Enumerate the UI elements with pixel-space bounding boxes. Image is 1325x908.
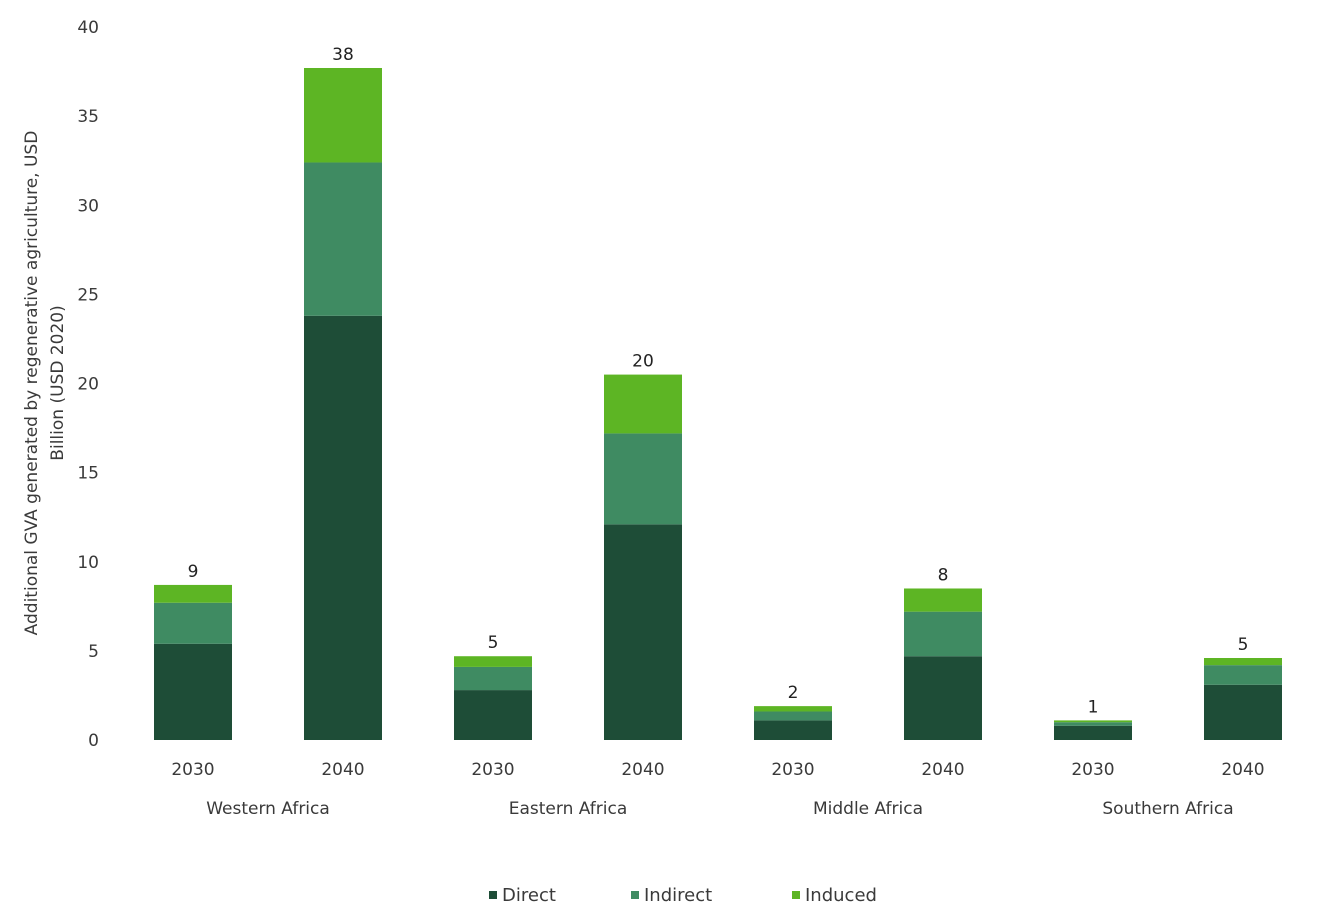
y-axis-ticks: 0 5 10 15 20 25 30 35 40 (77, 18, 99, 751)
legend-label-direct: Direct (502, 885, 556, 906)
bars (154, 67, 1282, 740)
bar-segment-indirect (154, 602, 232, 644)
bar-segment-direct (1204, 684, 1282, 740)
region-label: Eastern Africa (509, 799, 628, 819)
bar-segment-indirect (604, 433, 682, 525)
bar-segment-direct (904, 656, 982, 740)
x-tick-label: 2030 (171, 760, 214, 780)
y-tick-label: 5 (88, 642, 99, 662)
bar-segment-direct (154, 643, 232, 740)
bar-segment-induced (154, 584, 232, 603)
x-tick-label: 2030 (1071, 760, 1114, 780)
bar-segment-direct (1054, 725, 1132, 740)
region-label: Western Africa (206, 799, 330, 819)
bar-segment-induced (304, 67, 382, 163)
bar-segment-direct (304, 315, 382, 740)
y-tick-label: 30 (77, 196, 99, 216)
bar-segment-induced (904, 588, 982, 612)
x-axis-ticks: 2030 2040 2030 2040 2030 2040 2030 2040 (171, 760, 1264, 780)
bar-segment-induced (604, 374, 682, 434)
y-axis-label-line: Billion (USD 2020) (48, 305, 68, 460)
bar-total-label: 5 (1238, 635, 1249, 655)
bar-segment-indirect (454, 666, 532, 691)
region-labels: Western Africa Eastern Africa Middle Afric… (206, 799, 1233, 819)
bar-total-label: 2 (788, 683, 799, 703)
bar-segment-indirect (754, 711, 832, 721)
legend-swatch-induced (792, 891, 800, 899)
bar-segment-induced (1054, 720, 1132, 723)
legend-label-indirect: Indirect (644, 885, 712, 906)
y-axis-label: Additional GVA generated by regenerative… (22, 131, 68, 636)
y-tick-label: 15 (77, 464, 99, 484)
legend-label-induced: Induced (805, 885, 877, 906)
bar-segment-induced (1204, 658, 1282, 666)
x-tick-label: 2030 (771, 760, 814, 780)
legend-swatch-indirect (631, 891, 639, 899)
bar-total-label: 1 (1088, 697, 1099, 717)
bar-total-label: 8 (938, 565, 949, 585)
bar-total-label: 20 (632, 352, 654, 372)
bar-segment-induced (454, 656, 532, 667)
region-label: Southern Africa (1102, 799, 1233, 819)
y-tick-label: 40 (77, 18, 99, 38)
x-tick-label: 2040 (1221, 760, 1264, 780)
bar-segment-indirect (1054, 722, 1132, 726)
x-tick-label: 2030 (471, 760, 514, 780)
y-tick-label: 10 (77, 553, 99, 573)
y-axis-label-line: Additional GVA generated by regenerative… (22, 131, 42, 636)
legend-swatch-direct (489, 891, 497, 899)
bar-segment-direct (454, 690, 532, 740)
bar-segment-direct (604, 524, 682, 740)
region-label: Middle Africa (813, 799, 923, 819)
bar-total-label: 5 (488, 633, 499, 653)
bar-segment-indirect (904, 611, 982, 657)
bar-total-label: 38 (332, 45, 354, 65)
y-tick-label: 35 (77, 107, 99, 127)
y-tick-label: 0 (88, 731, 99, 751)
y-tick-label: 20 (77, 375, 99, 395)
x-tick-label: 2040 (621, 760, 664, 780)
legend: Direct Indirect Induced (489, 885, 877, 906)
y-tick-label: 25 (77, 285, 99, 305)
bar-totals: 9 38 5 20 2 8 1 5 (188, 45, 1249, 717)
x-tick-label: 2040 (921, 760, 964, 780)
bar-segment-induced (754, 706, 832, 712)
bar-total-label: 9 (188, 562, 199, 582)
bar-segment-indirect (304, 162, 382, 316)
bar-segment-direct (754, 720, 832, 740)
x-tick-label: 2040 (321, 760, 364, 780)
bar-segment-indirect (1204, 665, 1282, 685)
